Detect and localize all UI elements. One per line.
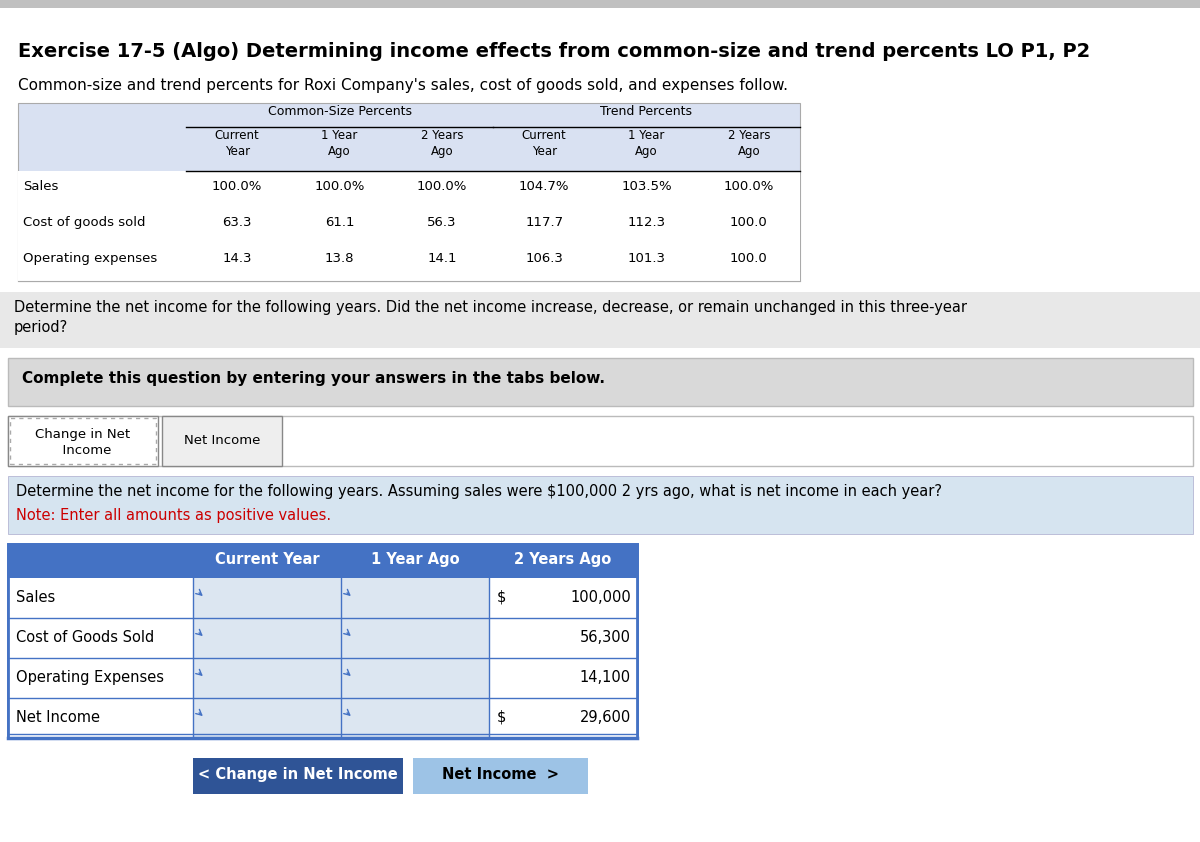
Bar bbox=[341, 698, 490, 738]
Text: 1 Year: 1 Year bbox=[322, 129, 358, 142]
Text: Exercise 17-5 (Algo) Determining income effects from common-size and trend perce: Exercise 17-5 (Algo) Determining income … bbox=[18, 42, 1091, 61]
Text: 100.0: 100.0 bbox=[730, 252, 768, 265]
Text: Sales: Sales bbox=[16, 590, 55, 605]
Text: 101.3: 101.3 bbox=[628, 252, 666, 265]
Bar bbox=[18, 171, 186, 281]
Text: Ago: Ago bbox=[635, 145, 658, 158]
Bar bbox=[8, 416, 158, 466]
Bar bbox=[8, 544, 637, 738]
Text: Trend Percents: Trend Percents bbox=[600, 105, 692, 118]
Text: 100.0%: 100.0% bbox=[314, 180, 365, 193]
Text: $: $ bbox=[497, 710, 506, 725]
Bar bbox=[193, 618, 341, 658]
Text: 100.0: 100.0 bbox=[730, 216, 768, 229]
Bar bbox=[341, 618, 490, 658]
Text: 1 Year: 1 Year bbox=[629, 129, 665, 142]
Text: Operating expenses: Operating expenses bbox=[23, 252, 157, 265]
Bar bbox=[8, 544, 637, 738]
Text: 56.3: 56.3 bbox=[427, 216, 456, 229]
Text: Cost of Goods Sold: Cost of Goods Sold bbox=[16, 630, 155, 645]
Text: Ago: Ago bbox=[738, 145, 760, 158]
Bar bbox=[8, 658, 637, 698]
Bar bbox=[162, 416, 282, 466]
Text: 100,000: 100,000 bbox=[570, 590, 631, 605]
Text: 1 Year Ago: 1 Year Ago bbox=[371, 552, 460, 567]
Text: 14,100: 14,100 bbox=[580, 670, 631, 685]
Text: Ago: Ago bbox=[431, 145, 454, 158]
Text: Current Year: Current Year bbox=[215, 552, 319, 567]
Text: Sales: Sales bbox=[23, 180, 59, 193]
Bar bbox=[193, 758, 403, 794]
Bar bbox=[413, 758, 588, 794]
Text: 56,300: 56,300 bbox=[580, 630, 631, 645]
Text: 100.0%: 100.0% bbox=[416, 180, 467, 193]
Text: period?: period? bbox=[14, 320, 68, 335]
Text: 104.7%: 104.7% bbox=[518, 180, 570, 193]
Text: Net Income: Net Income bbox=[184, 434, 260, 447]
Text: Net Income  >: Net Income > bbox=[442, 767, 559, 782]
Bar bbox=[0, 292, 1200, 348]
Text: Note: Enter all amounts as positive values.: Note: Enter all amounts as positive valu… bbox=[16, 508, 331, 523]
Bar bbox=[341, 658, 490, 698]
Bar bbox=[193, 698, 341, 738]
Text: Ago: Ago bbox=[328, 145, 350, 158]
Text: Current: Current bbox=[215, 129, 259, 142]
Bar bbox=[193, 658, 341, 698]
Text: Complete this question by entering your answers in the tabs below.: Complete this question by entering your … bbox=[22, 371, 605, 386]
Bar bbox=[8, 358, 1193, 406]
Text: 63.3: 63.3 bbox=[222, 216, 252, 229]
Bar bbox=[8, 416, 1193, 466]
Text: 2 Years: 2 Years bbox=[420, 129, 463, 142]
Text: 14.3: 14.3 bbox=[222, 252, 252, 265]
Bar bbox=[8, 698, 637, 738]
Text: Determine the net income for the following years. Did the net income increase, d: Determine the net income for the followi… bbox=[14, 300, 967, 315]
Text: 14.1: 14.1 bbox=[427, 252, 456, 265]
Text: 29,600: 29,600 bbox=[580, 710, 631, 725]
Text: 61.1: 61.1 bbox=[325, 216, 354, 229]
Text: Determine the net income for the following years. Assuming sales were $100,000 2: Determine the net income for the followi… bbox=[16, 484, 942, 499]
Text: Year: Year bbox=[532, 145, 557, 158]
Text: Common-size and trend percents for Roxi Company's sales, cost of goods sold, and: Common-size and trend percents for Roxi … bbox=[18, 78, 788, 93]
Bar bbox=[8, 618, 637, 658]
Bar bbox=[18, 171, 800, 281]
Text: Common-Size Percents: Common-Size Percents bbox=[268, 105, 412, 118]
Text: 2 Years Ago: 2 Years Ago bbox=[515, 552, 612, 567]
Bar bbox=[18, 103, 800, 281]
Text: $: $ bbox=[497, 590, 506, 605]
Bar bbox=[8, 578, 637, 618]
Bar bbox=[8, 476, 1193, 534]
Text: < Change in Net Income: < Change in Net Income bbox=[198, 767, 398, 782]
Text: Cost of goods sold: Cost of goods sold bbox=[23, 216, 145, 229]
Bar bbox=[0, 0, 1200, 8]
Bar bbox=[193, 578, 341, 618]
Bar bbox=[10, 418, 156, 464]
Text: 13.8: 13.8 bbox=[325, 252, 354, 265]
Text: 2 Years: 2 Years bbox=[727, 129, 770, 142]
Text: 100.0%: 100.0% bbox=[212, 180, 263, 193]
Text: Operating Expenses: Operating Expenses bbox=[16, 670, 164, 685]
Text: 106.3: 106.3 bbox=[526, 252, 563, 265]
Bar bbox=[8, 544, 637, 578]
Text: 117.7: 117.7 bbox=[526, 216, 563, 229]
Text: Income: Income bbox=[54, 444, 112, 457]
Text: Change in Net: Change in Net bbox=[36, 428, 131, 441]
Text: Net Income: Net Income bbox=[16, 710, 100, 725]
Text: 112.3: 112.3 bbox=[628, 216, 666, 229]
Text: Year: Year bbox=[224, 145, 250, 158]
Text: 103.5%: 103.5% bbox=[622, 180, 672, 193]
Text: Current: Current bbox=[522, 129, 566, 142]
Text: 100.0%: 100.0% bbox=[724, 180, 774, 193]
Bar bbox=[341, 578, 490, 618]
